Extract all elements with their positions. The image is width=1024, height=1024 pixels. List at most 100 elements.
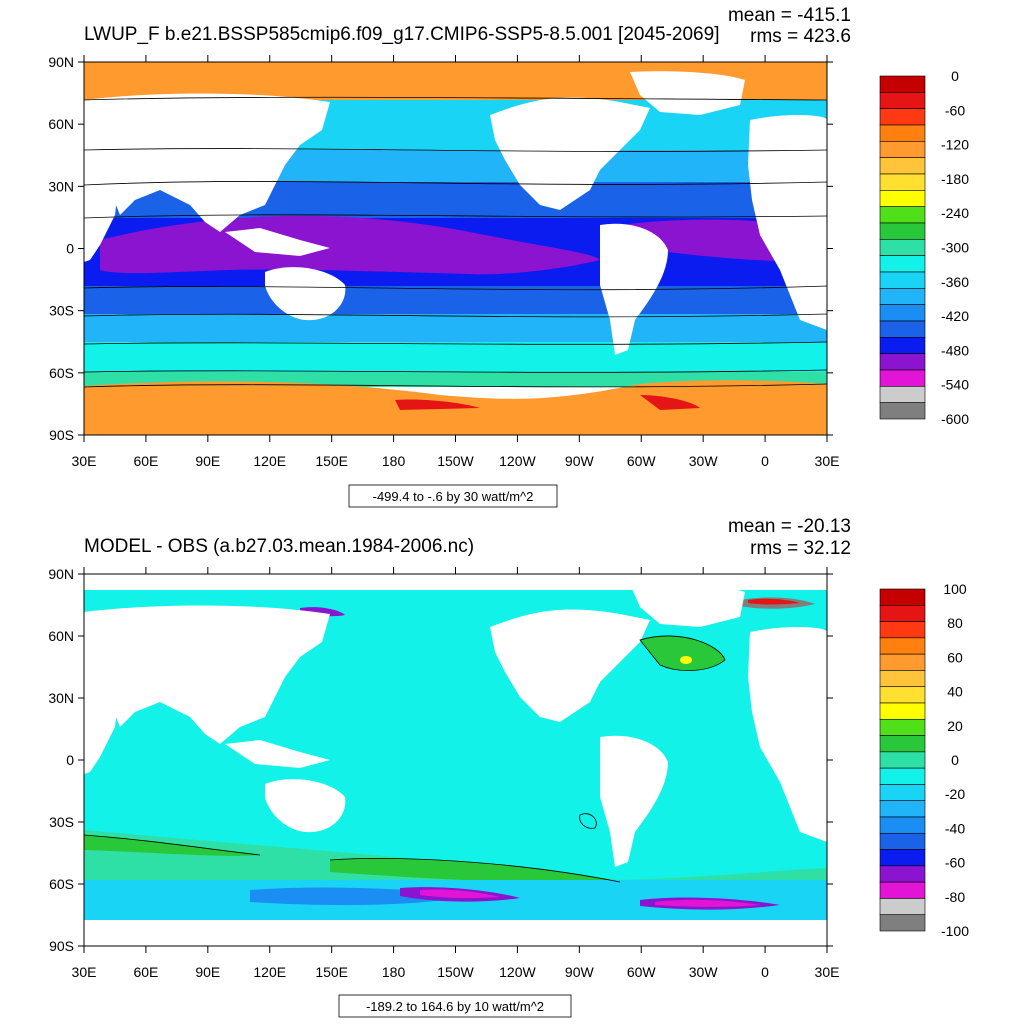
lon-label: 30W	[689, 964, 719, 980]
lat-label: 90N	[48, 54, 74, 70]
lon-label: 150W	[437, 964, 474, 980]
colorbar-label: 0	[951, 68, 959, 84]
lon-label: 30E	[72, 964, 97, 980]
colorbar-label: -600	[941, 411, 969, 427]
colorbar-label: -40	[945, 820, 965, 836]
range-text: -189.2 to 164.6 by 10 watt/m^2	[366, 999, 544, 1014]
lon-label: 120W	[499, 964, 536, 980]
lon-label: 90W	[565, 964, 595, 980]
colorbar: 0 -60 -120 -180 -240 -300 -360 -420 -480 -540 -600	[879, 68, 969, 427]
land-mask	[84, 574, 827, 946]
colorbar-label: -120	[941, 137, 969, 153]
lat-label: 90S	[49, 427, 74, 443]
colorbar-swatch	[879, 108, 926, 126]
colorbar-swatch	[879, 239, 926, 256]
colorbar-swatch	[879, 353, 926, 371]
lat-label: 60N	[48, 628, 74, 644]
colorbar-swatch	[879, 190, 926, 207]
colorbar-swatch	[879, 271, 926, 289]
lon-label: 60E	[133, 453, 158, 469]
colorbar-label: -80	[945, 889, 965, 905]
lon-label: 120W	[499, 453, 536, 469]
panel-title: LWUP_F b.e21.BSSP585cmip6.f09_g17.CMIP6-…	[84, 24, 719, 45]
colorbar-swatch	[879, 369, 926, 387]
colorbar-swatch	[879, 402, 926, 420]
lat-label: 30N	[48, 690, 74, 706]
colorbar-swatch	[879, 718, 926, 736]
colorbar-swatch	[879, 637, 926, 655]
colorbar-swatch	[879, 124, 926, 142]
land-mask	[84, 71, 827, 355]
colorbar-swatch	[879, 621, 926, 639]
lon-label: 150W	[437, 453, 474, 469]
lon-label: 150E	[315, 964, 348, 980]
colorbar-label: 20	[947, 718, 963, 734]
lon-label: 120E	[253, 964, 286, 980]
colorbar-swatch	[879, 767, 926, 785]
lon-label: 30E	[815, 453, 840, 469]
lon-label: 60W	[627, 453, 657, 469]
colorbar-label: -420	[941, 308, 969, 324]
lat-label: 30S	[49, 814, 74, 830]
mean-value: mean = -415.1	[728, 5, 851, 26]
lon-label: 90E	[195, 964, 220, 980]
colorbar: 100 80 60 40 20 0 -20 -40 -60 -80 -100	[879, 581, 969, 939]
map-field	[84, 574, 827, 946]
colorbar-label: -540	[941, 377, 969, 393]
colorbar-label: -20	[945, 786, 965, 802]
colorbar-swatch	[879, 898, 926, 916]
colorbar-swatch	[879, 337, 926, 354]
panel-title: MODEL - OBS (a.b27.03.mean.1984-2006.nc)	[84, 536, 474, 557]
colorbar-swatch	[879, 735, 926, 753]
colorbar-label: 100	[943, 581, 967, 597]
lat-label: 0	[66, 752, 74, 768]
colorbar-swatch	[879, 686, 926, 704]
contour-lines	[84, 635, 726, 883]
map-axes: 90N 60N 30N 0 30S 60S 90S 30E 60E 90E 120E 150E 180 1…	[48, 54, 839, 469]
lat-label: 30N	[48, 178, 74, 194]
colorbar-swatch	[879, 784, 926, 802]
colorbar-swatch	[879, 849, 926, 867]
colorbar-swatch	[879, 222, 926, 240]
colorbar-label: 0	[951, 752, 959, 768]
colorbar-label: -60	[945, 855, 965, 871]
colorbar-label: -300	[941, 240, 969, 256]
lon-label: 180	[382, 964, 406, 980]
colorbar-swatch	[879, 320, 926, 338]
colorbar-label: -180	[941, 171, 969, 187]
lon-label: 90W	[565, 453, 595, 469]
colorbar-swatch	[879, 157, 926, 175]
lon-label: 0	[761, 964, 769, 980]
range-label: -189.2 to 164.6 by 10 watt/m^2	[338, 994, 572, 1018]
colorbar-label: -100	[941, 923, 969, 939]
colorbar-swatch	[879, 92, 926, 109]
lon-label: 150E	[315, 453, 348, 469]
contour-lines	[84, 96, 827, 388]
colorbar-swatch	[879, 670, 926, 688]
range-text: -499.4 to -.6 by 30 watt/m^2	[373, 489, 534, 504]
lon-label: 30W	[689, 453, 719, 469]
mean-value: mean = -20.13	[728, 516, 851, 537]
lat-label: 90S	[49, 938, 74, 954]
colorbar-label: 40	[947, 684, 963, 700]
lat-label: 60S	[49, 876, 74, 892]
colorbar-swatch	[879, 832, 926, 850]
colorbar-swatch	[879, 816, 926, 834]
colorbar-swatch	[879, 206, 926, 224]
panel-top: LWUP_F b.e21.BSSP585cmip6.f09_g17.CMIP6-…	[48, 5, 969, 508]
map-axes: 90N 60N 30N 0 30S 60S 90S 30E 60E 90E 120E 150E 180 1…	[48, 566, 839, 980]
lon-label: 30E	[72, 453, 97, 469]
rms-value: rms = 32.12	[750, 538, 851, 559]
lat-label: 30S	[49, 303, 74, 319]
lon-label: 120E	[253, 453, 286, 469]
map-field	[84, 62, 827, 435]
colorbar-swatch	[879, 653, 926, 671]
lon-label: 90E	[195, 453, 220, 469]
rms-value: rms = 423.6	[750, 26, 851, 47]
lat-label: 90N	[48, 566, 74, 582]
colorbar-swatch	[879, 914, 926, 932]
colorbar-label: 80	[947, 615, 963, 631]
lon-label: 180	[382, 453, 406, 469]
colorbar-label: -360	[941, 274, 969, 290]
